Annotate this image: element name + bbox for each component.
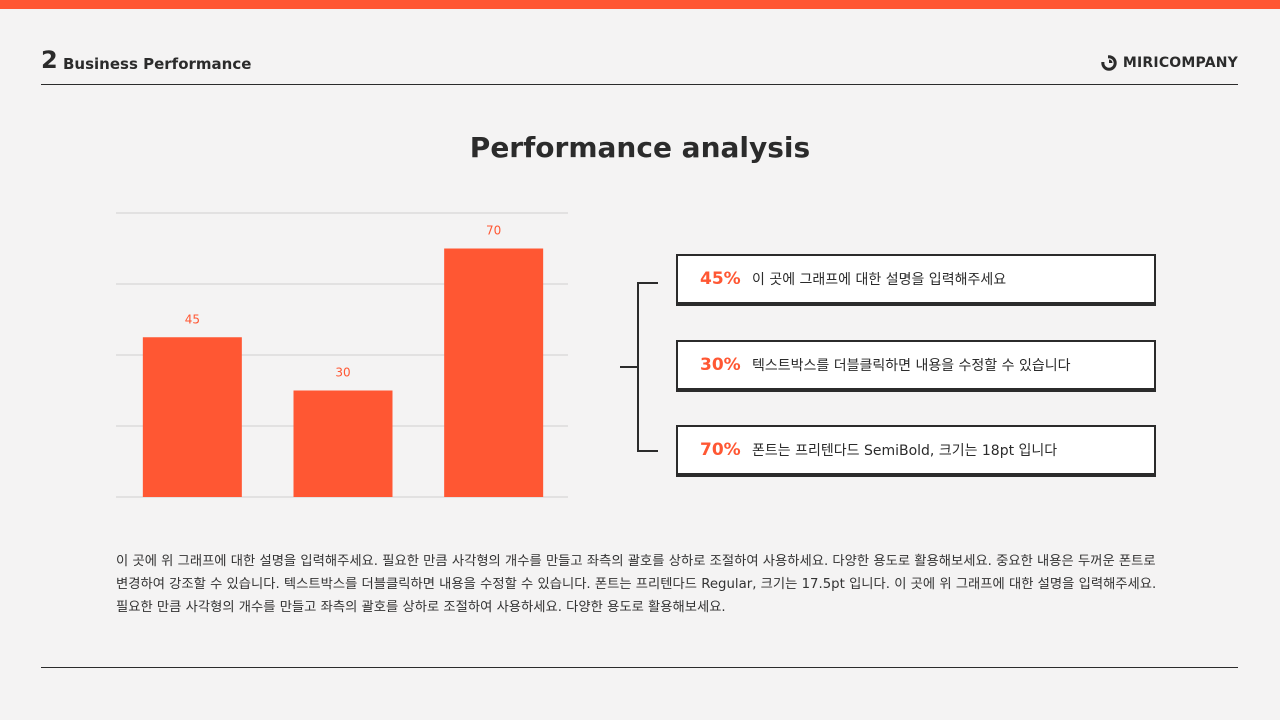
bar-data-label: 30 (335, 366, 350, 380)
card-percent: 45% (700, 269, 741, 289)
bar-chart: 45 30 70 (116, 212, 568, 498)
footer-divider (41, 667, 1238, 668)
description-text: 이 곳에 위 그래프에 대한 설명을 입력해주세요. 필요한 만큼 사각형의 개… (116, 554, 1157, 616)
card-item: 70% 폰트는 프리텐다드 SemiBold, 크기는 18pt 입니다 (676, 425, 1156, 477)
brand-mark-icon (1100, 55, 1117, 71)
card-item: 30% 텍스트박스를 더블클릭하면 내용을 수정할 수 있습니다 (676, 340, 1156, 392)
card-percent: 30% (700, 355, 741, 375)
section-number: 2 (41, 46, 58, 74)
bar (444, 248, 544, 497)
card-text: 폰트는 프리텐다드 SemiBold, 크기는 18pt 입니다 (752, 443, 1058, 459)
card-item: 45% 이 곳에 그래프에 대한 설명을 입력해주세요 (676, 254, 1156, 306)
bar-data-label: 70 (486, 224, 501, 238)
bracket (620, 282, 658, 452)
brand-logo: MIRICOMPANY (1100, 55, 1238, 71)
top-accent-bar (0, 0, 1280, 9)
card-percent: 70% (700, 440, 741, 460)
page-title: Performance analysis (469, 131, 811, 164)
brand-name: MIRICOMPANY (1122, 55, 1238, 71)
bar-data-label: 45 (185, 312, 200, 326)
bar (293, 390, 393, 497)
section-title: Business Performance (63, 55, 252, 73)
header: 2 Business Performance MIRICOMPANY (41, 44, 1238, 85)
bar (142, 337, 242, 497)
card-text: 이 곳에 그래프에 대한 설명을 입력해주세요 (752, 272, 1007, 288)
card-text: 텍스트박스를 더블클릭하면 내용을 수정할 수 있습니다 (752, 358, 1071, 374)
